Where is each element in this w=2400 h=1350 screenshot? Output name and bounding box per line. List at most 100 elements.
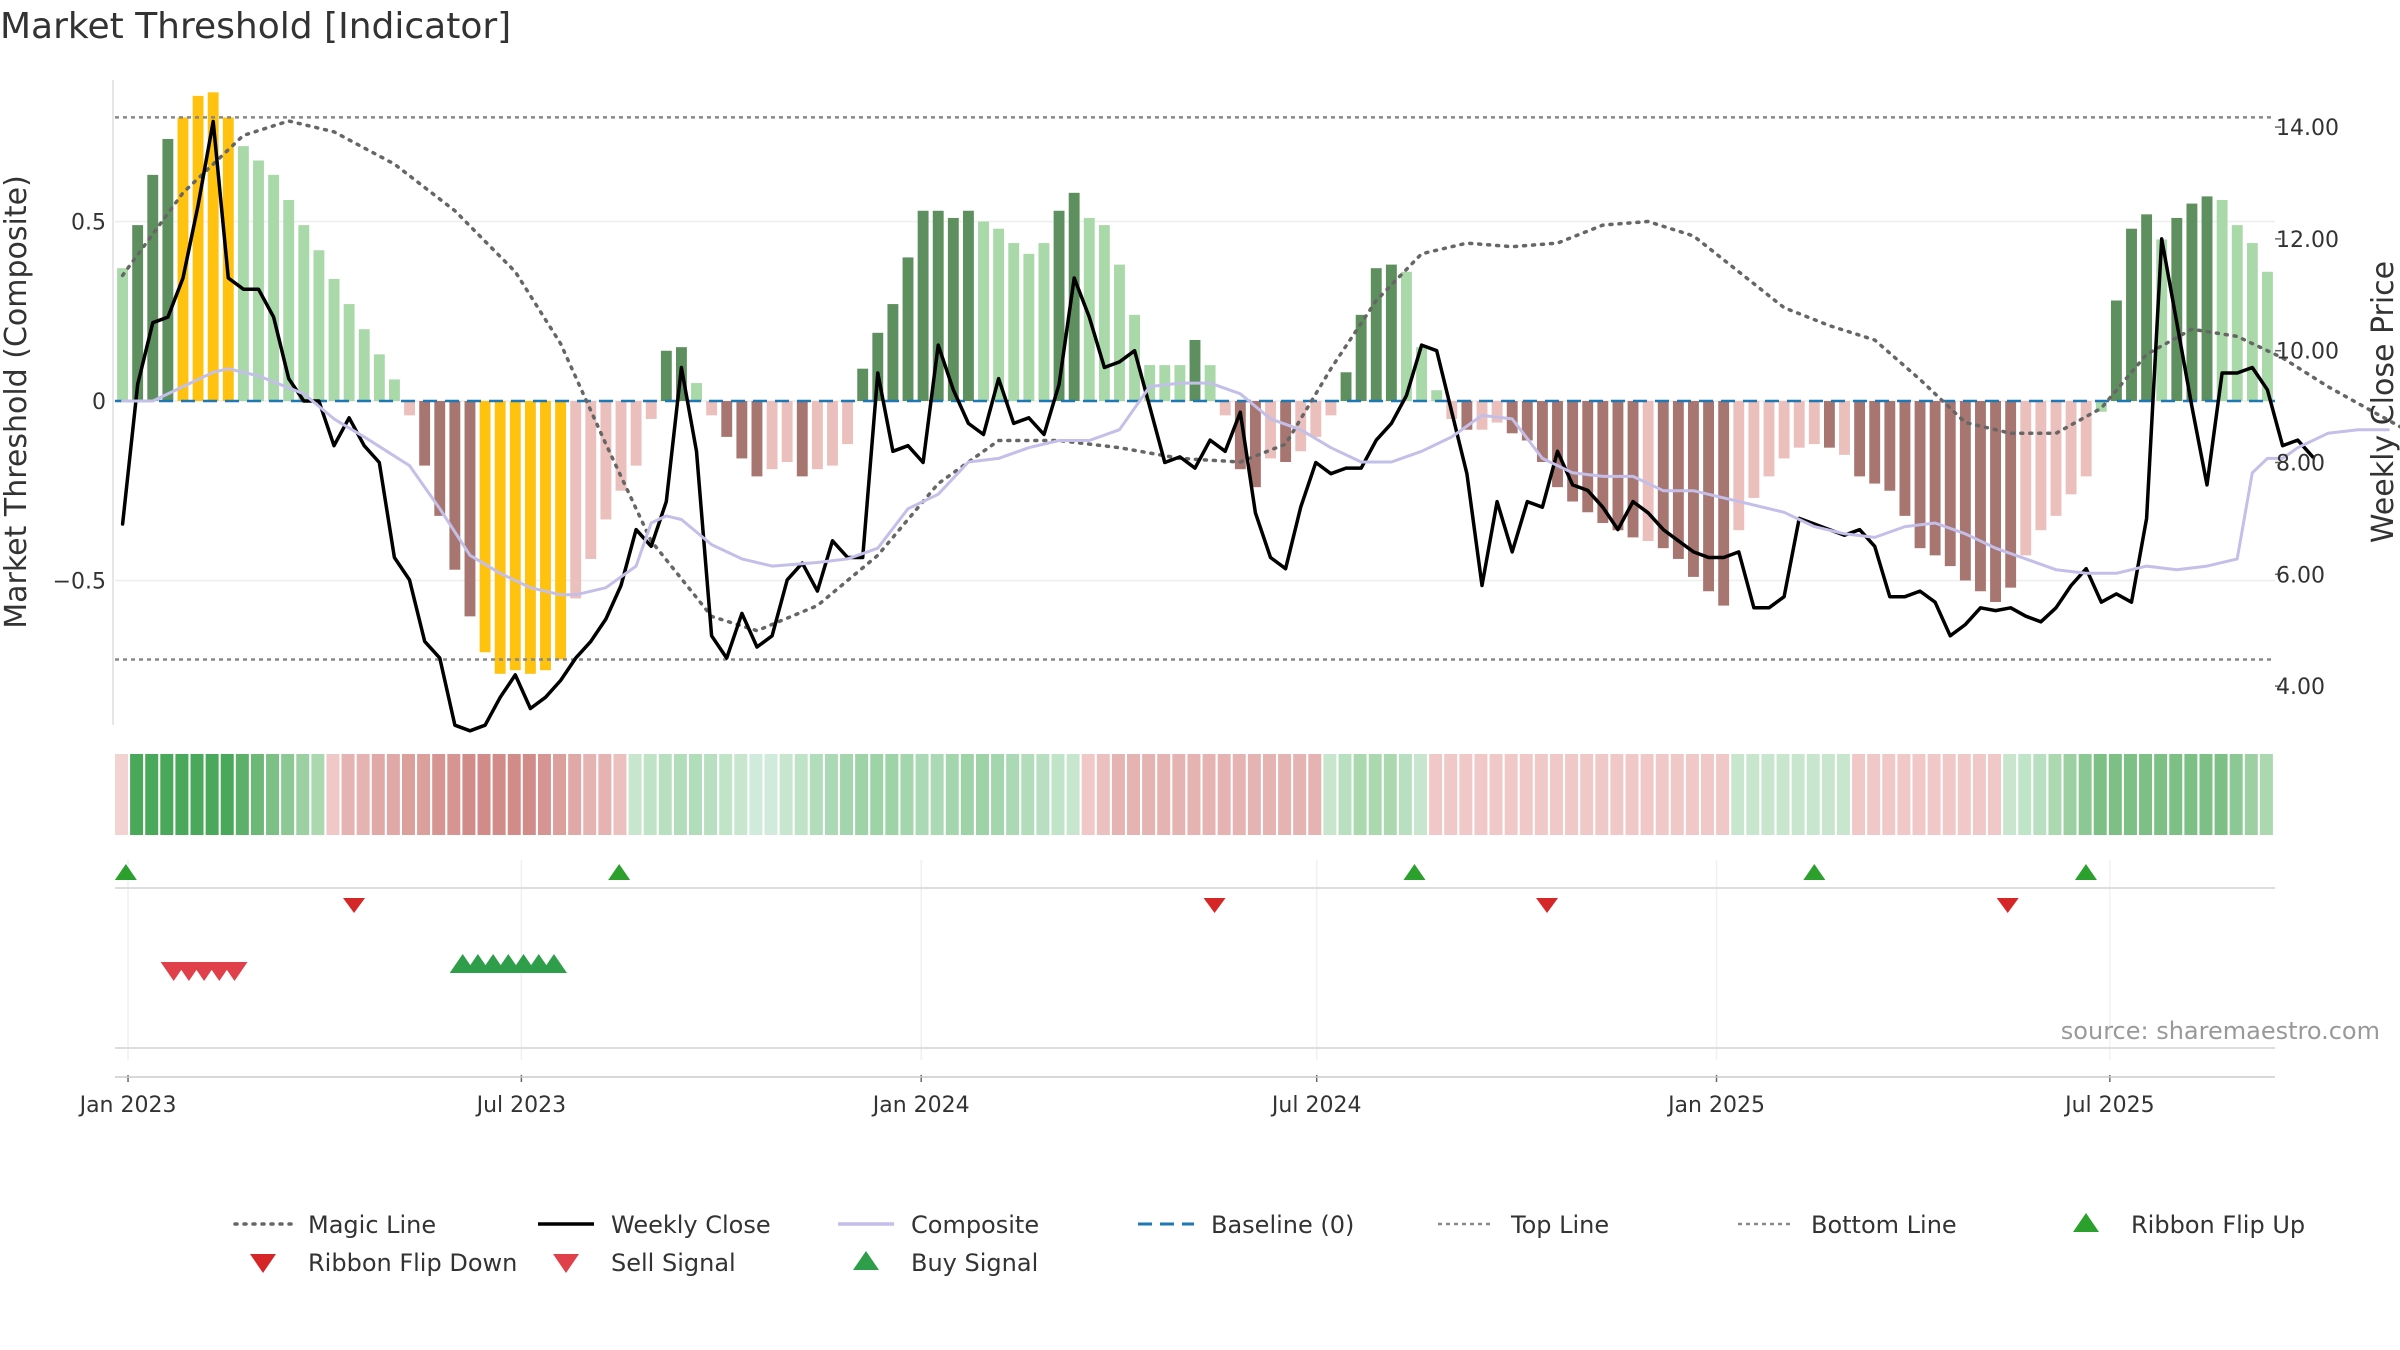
ribbon-flip-up-marker <box>1403 864 1426 880</box>
ribbon-cell <box>2259 754 2273 835</box>
ribbon-cell <box>930 754 944 835</box>
ribbon-cell <box>658 754 672 835</box>
ribbon-cell <box>1504 754 1518 835</box>
ribbon-cell <box>598 754 612 835</box>
composite-bar <box>449 401 461 570</box>
composite-bar <box>1144 365 1156 401</box>
composite-bar <box>540 401 551 671</box>
ribbon-cell <box>477 754 491 835</box>
ribbon-cell <box>1867 754 1881 835</box>
composite-bar <box>1098 225 1110 401</box>
composite-bar <box>917 210 929 401</box>
composite-bar <box>1975 401 1986 592</box>
composite-bar <box>1219 401 1231 416</box>
ribbon-cell <box>1414 754 1428 835</box>
ribbon-flip-down-marker <box>1203 898 1226 913</box>
ribbon-flip-down-marker <box>1536 898 1559 913</box>
ribbon-cell <box>991 754 1005 835</box>
composite-bar <box>404 401 415 416</box>
composite-bar <box>1340 372 1352 401</box>
chart-title: Market Threshold [Indicator] <box>0 6 511 47</box>
x-tick-label: Jul 2025 <box>2063 1093 2155 1118</box>
ribbon-cell <box>779 754 793 835</box>
composite-bar <box>2080 401 2092 477</box>
ribbon-cell <box>1776 754 1790 835</box>
composite-bar <box>1295 401 1307 452</box>
ribbon-cell <box>975 754 989 835</box>
ribbon-cell <box>417 754 431 835</box>
ribbon-cell <box>1746 754 1760 835</box>
ribbon-cell <box>1127 754 1141 835</box>
ribbon-cell <box>2033 754 2047 835</box>
ribbon-cell <box>1444 754 1458 835</box>
composite-bar <box>1703 401 1715 592</box>
ribbon-flip-up-marker <box>608 864 631 880</box>
ribbon-cell <box>1429 754 1443 835</box>
legend-swatch <box>250 1254 276 1273</box>
composite-bar <box>1280 401 1292 463</box>
ribbon-flip-panel <box>114 864 2275 913</box>
buy-signal-marker <box>540 954 567 973</box>
ribbon-cell <box>1580 754 1594 835</box>
ribbon-cell <box>1293 754 1307 835</box>
composite-bar <box>419 401 431 466</box>
ribbon-cell <box>1670 754 1684 835</box>
composite-bar <box>932 210 944 401</box>
ribbon-cell <box>900 754 914 835</box>
ribbon-cell <box>1791 754 1805 835</box>
composite-bar <box>1385 264 1397 401</box>
ribbon-cell <box>250 754 264 835</box>
x-tick-label: Jan 2024 <box>871 1093 970 1118</box>
composite-bar <box>253 160 264 401</box>
ribbon-cell <box>447 754 461 835</box>
composite-bar <box>509 401 521 671</box>
composite-bar <box>222 117 234 402</box>
ribbon-cell <box>1625 754 1639 835</box>
legend-entry: Ribbon Flip Down <box>250 1249 517 1277</box>
x-tick-label: Jan 2025 <box>1666 1093 1765 1118</box>
composite-bar <box>2262 271 2273 401</box>
ribbon-cell <box>2169 754 2183 835</box>
ribbon-cell <box>2214 754 2228 835</box>
composite-bar <box>1627 401 1639 538</box>
composite-bar <box>1461 401 1473 430</box>
composite-bar <box>343 304 355 401</box>
ribbon-cell <box>2108 754 2122 835</box>
ribbon-cell <box>885 754 899 835</box>
composite-bar <box>1038 243 1050 401</box>
ribbon-cell <box>1716 754 1730 835</box>
ribbon-cell <box>2229 754 2243 835</box>
ribbon-cell <box>175 754 189 835</box>
ribbon-cell <box>1353 754 1367 835</box>
composite-bar <box>464 401 476 617</box>
ribbon-cell <box>2003 754 2017 835</box>
ribbon-cell <box>115 754 128 835</box>
composite-bar <box>660 350 672 401</box>
composite-bar <box>1008 243 1020 401</box>
composite-bar <box>978 221 989 401</box>
y-right-tick-label: 12.00 <box>2276 228 2339 253</box>
ribbon-cell <box>326 754 340 835</box>
ribbon-cell <box>719 754 733 835</box>
legend-label: Magic Line <box>308 1211 436 1239</box>
ribbon-cell <box>643 754 657 835</box>
composite-bar <box>1823 401 1835 448</box>
ribbon-cell <box>1217 754 1231 835</box>
composite-bar <box>298 225 310 401</box>
composite-bar <box>2095 401 2107 412</box>
ribbon-cell <box>507 754 521 835</box>
ribbon-cell <box>1036 754 1050 835</box>
composite-bar <box>1959 401 1971 581</box>
composite-bar <box>524 401 536 674</box>
ribbon-cell <box>311 754 325 835</box>
x-tick-label: Jul 2023 <box>475 1093 567 1118</box>
composite-bar <box>283 199 295 401</box>
legend-entry: Weekly Close <box>538 1211 771 1239</box>
composite-bar <box>373 354 385 401</box>
composite-bar <box>1370 268 1382 401</box>
x-tick-label: Jan 2023 <box>78 1093 177 1118</box>
ribbon-cell <box>190 754 204 835</box>
ribbon-cell <box>371 754 385 835</box>
ribbon-cell <box>1988 754 2001 835</box>
ribbon-cell <box>462 754 476 835</box>
